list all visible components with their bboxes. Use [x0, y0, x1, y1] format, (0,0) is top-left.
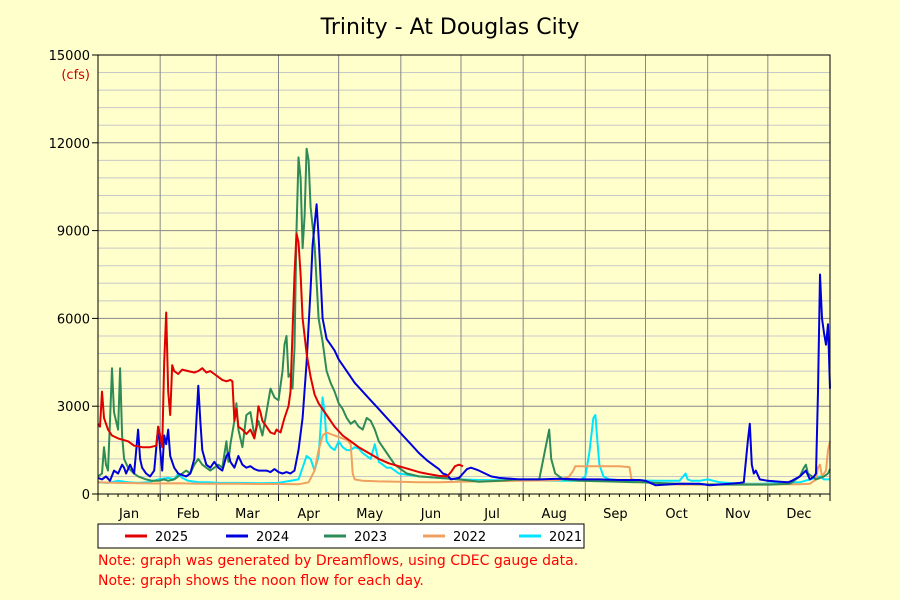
major-gridlines: [98, 55, 830, 494]
y-tick-label: 12000: [49, 137, 90, 152]
y-tick-label: 0: [82, 488, 90, 503]
series-lines: [97, 147, 831, 487]
legend: 2025 2024 2023 2022 2021: [97, 523, 585, 549]
x-axis: Jan Feb Mar Apr May Jun Jul Aug Sep Oct Nov Dec: [97, 494, 831, 522]
month-label: May: [356, 507, 383, 522]
plot-background: [98, 55, 830, 494]
note-data-source: Note: graph was generated by Dreamflows,…: [98, 553, 579, 569]
y-tick-label: 6000: [57, 312, 90, 327]
month-label: Feb: [177, 507, 200, 522]
month-label: Oct: [665, 507, 687, 522]
series-line-2025: [97, 232, 464, 478]
series-line-2021: [97, 396, 830, 485]
y-tick-label: 15000: [49, 49, 90, 64]
month-label: Jun: [420, 507, 441, 522]
month-label: Mar: [235, 507, 260, 522]
legend-label-2024: 2024: [256, 530, 289, 545]
legend-label-2023: 2023: [354, 530, 387, 545]
unit-label: (cfs): [61, 68, 90, 83]
month-label: Aug: [542, 507, 567, 522]
legend-box: [97, 523, 585, 549]
note-noon-flow: Note: graph shows the noon flow for each…: [98, 573, 424, 589]
series-line-2024: [97, 203, 831, 487]
y-axis: 0 3000 6000 9000 12000 15000: [49, 49, 98, 503]
month-label: Apr: [297, 507, 320, 522]
chart-title: Trinity - At Douglas City: [320, 15, 580, 40]
y-tick-label: 3000: [57, 400, 90, 415]
legend-label-2021: 2021: [549, 530, 582, 545]
y-tick-label: 9000: [57, 225, 90, 240]
plot-frame: [97, 54, 831, 495]
legend-label-2025: 2025: [155, 530, 188, 545]
month-label: Jan: [118, 507, 139, 522]
month-label: Sep: [603, 507, 628, 522]
month-label: Jul: [483, 507, 500, 522]
series-line-2023: [97, 147, 831, 486]
legend-label-2022: 2022: [453, 530, 486, 545]
month-label: Dec: [786, 507, 811, 522]
month-label: Nov: [725, 507, 751, 522]
